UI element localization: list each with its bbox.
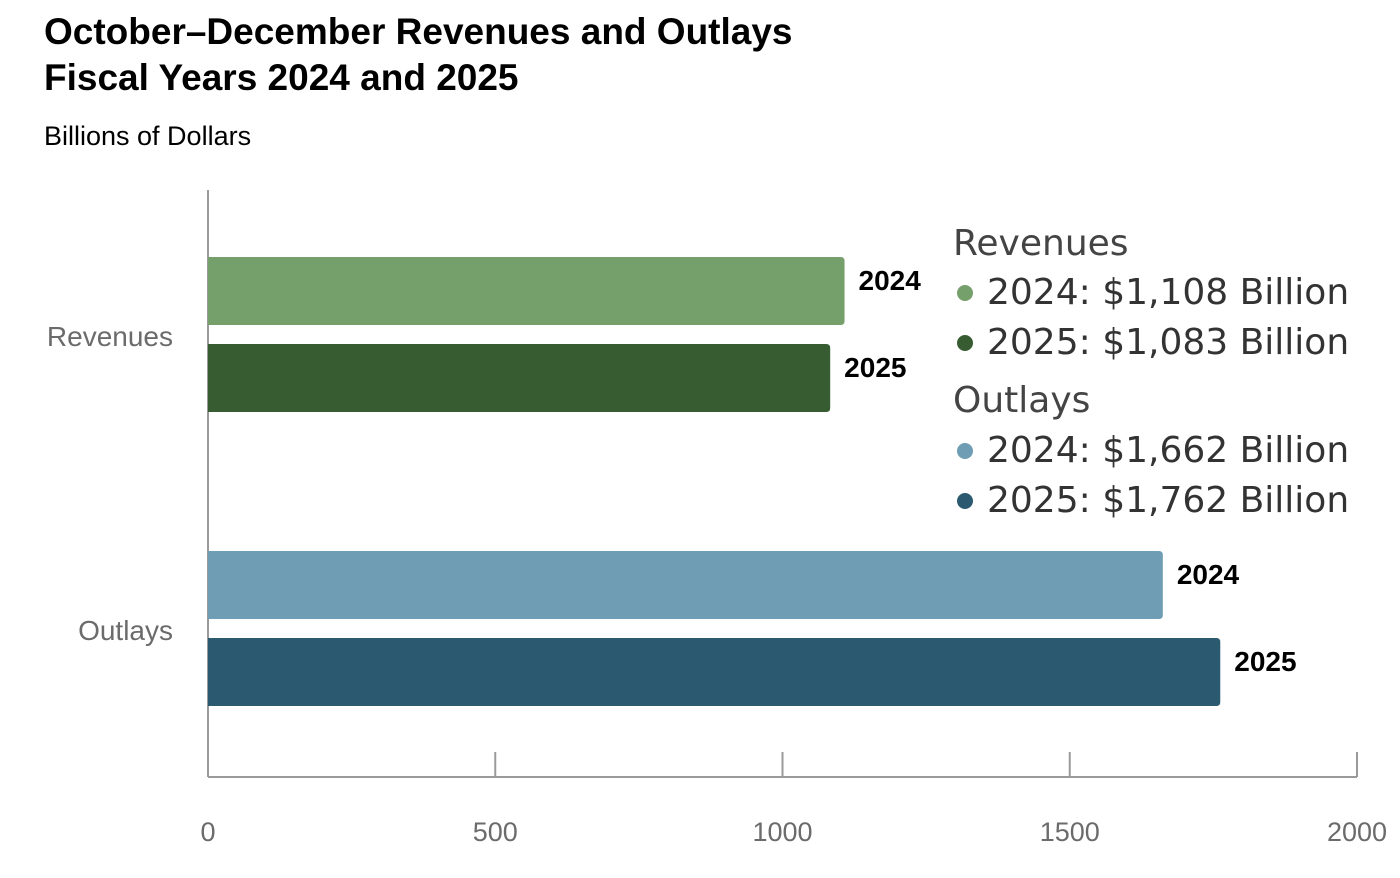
legend: Revenues 2024: $1,108 Billion 2025: $1,083… [953,223,1349,521]
bar-revenues-2025 [208,344,831,412]
legend-swatch [957,443,973,459]
category-label-revenues: Revenues [47,321,173,352]
bars [208,257,1221,706]
legend-swatch [957,335,973,351]
x-axis-ticks: 0 500 1000 1500 2000 [200,752,1387,847]
bar-label-revenues-2024: 2024 [859,265,922,296]
bar-label-revenues-2025: 2025 [844,352,906,383]
bar-outlays-2025 [208,638,1221,706]
y-axis-category-labels: Revenues Outlays [47,321,173,646]
legend-item: 2024: $1,662 Billion [987,430,1349,471]
legend-item: 2024: $1,108 Billion [987,272,1349,313]
bar-outlays-2024 [208,551,1163,619]
chart-subtitle: Billions of Dollars [44,121,252,151]
x-tick-label: 0 [200,817,215,847]
bar-label-outlays-2024: 2024 [1177,559,1240,590]
bar-label-outlays-2025: 2025 [1234,646,1296,677]
category-label-outlays: Outlays [78,615,173,646]
bar-labels: 2024 2025 2024 2025 [844,265,1296,677]
chart-title-line-1: October–December Revenues and Outlays [44,11,793,52]
x-tick-label: 1500 [1040,817,1100,847]
legend-item: 2025: $1,083 Billion [987,322,1349,363]
legend-item: 2025: $1,762 Billion [987,480,1349,521]
legend-heading-outlays: Outlays [953,380,1090,421]
chart-title-line-2: Fiscal Years 2024 and 2025 [44,57,519,98]
legend-swatch [957,493,973,509]
x-tick-label: 1000 [752,817,812,847]
x-tick-label: 500 [473,817,518,847]
x-tick-label: 2000 [1327,817,1387,847]
bar-revenues-2024 [208,257,845,325]
legend-swatch [957,285,973,301]
legend-heading-revenues: Revenues [953,223,1129,264]
